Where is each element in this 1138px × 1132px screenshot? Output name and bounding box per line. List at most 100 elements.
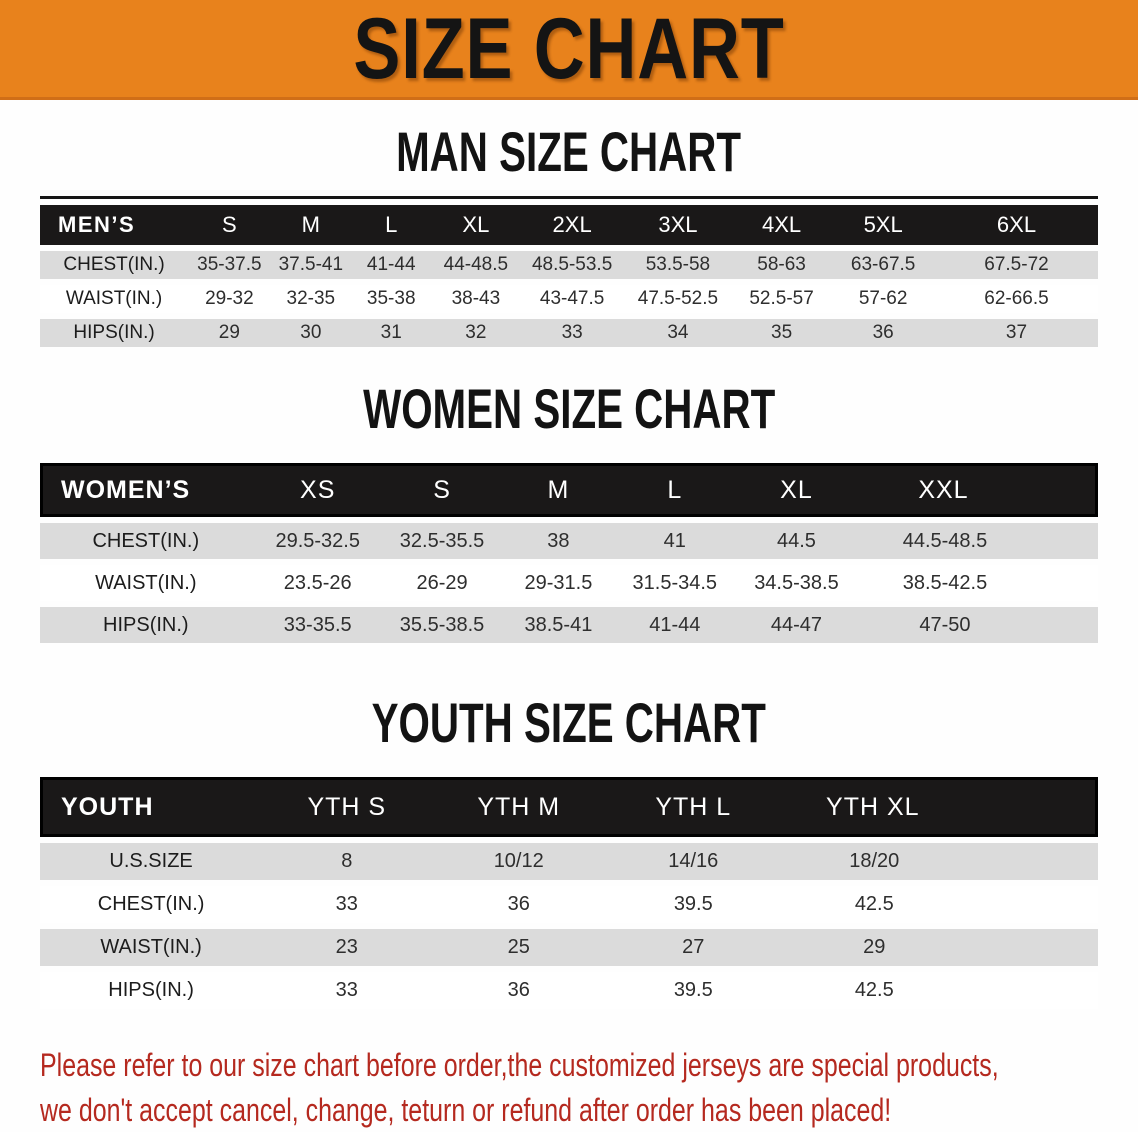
women-chest-row: CHEST(IN.) 29.5-32.5 32.5-35.5 38 41 44.… — [40, 523, 1098, 559]
table-cell: 32 — [431, 319, 521, 347]
table-cell: 35 — [731, 319, 832, 347]
table-cell: 58-63 — [731, 251, 832, 279]
table-cell: 39.5 — [606, 972, 781, 1009]
men-header-row: MEN’S S M L XL 2XL 3XL 4XL 5XL 6XL — [40, 205, 1098, 245]
table-cell: 57-62 — [831, 285, 935, 313]
men-waist-row: WAIST(IN.) 29-32 32-35 35-38 38-43 43-47… — [40, 285, 1098, 313]
table-cell: 41-44 — [616, 607, 733, 643]
table-cell: 23 — [262, 929, 432, 966]
table-cell: 47-50 — [859, 607, 1098, 643]
women-hips-row: HIPS(IN.) 33-35.5 35.5-38.5 38.5-41 41-4… — [40, 607, 1098, 643]
table-cell: 42.5 — [780, 886, 1098, 923]
women-corner-label: WOMEN’S — [40, 463, 252, 517]
table-cell: 52.5-57 — [731, 285, 832, 313]
men-size-header: M — [270, 205, 352, 245]
men-section-heading: MAN SIZE CHART — [0, 124, 1138, 180]
men-size-header: S — [188, 205, 271, 245]
youth-section-heading: YOUTH SIZE CHART — [0, 695, 1138, 751]
table-cell: 41 — [616, 523, 733, 559]
table-cell: 35-37.5 — [188, 251, 271, 279]
men-size-header: L — [351, 205, 432, 245]
table-cell: 36 — [431, 972, 606, 1009]
youth-heading-text: YOUTH SIZE CHART — [371, 691, 767, 754]
youth-corner-label: YOUTH — [40, 777, 263, 837]
footer-note-line2: we don't accept cancel, change, teturn o… — [40, 1092, 892, 1128]
table-cell: 34.5-38.5 — [732, 565, 860, 601]
table-cell: 33 — [520, 319, 624, 347]
women-heading-text: WOMEN SIZE CHART — [362, 377, 776, 440]
table-cell: 38-43 — [431, 285, 521, 313]
table-cell: 36 — [831, 319, 935, 347]
table-cell: 62-66.5 — [934, 285, 1098, 313]
row-label: HIPS(IN.) — [40, 319, 189, 347]
table-cell: 44-48.5 — [431, 251, 521, 279]
women-size-header: XS — [251, 463, 384, 517]
table-cell: 32.5-35.5 — [383, 523, 501, 559]
table-cell: 38.5-42.5 — [859, 565, 1098, 601]
footer-note-line1: Please refer to our size chart before or… — [40, 1047, 999, 1083]
women-size-header: M — [500, 463, 617, 517]
table-cell: 31 — [351, 319, 432, 347]
women-size-header: S — [383, 463, 501, 517]
table-cell: 43-47.5 — [520, 285, 624, 313]
row-label: CHEST(IN.) — [40, 523, 252, 559]
women-size-header: XXL — [859, 463, 1098, 517]
table-cell: 35.5-38.5 — [383, 607, 501, 643]
table-cell: 14/16 — [606, 843, 781, 880]
table-cell: 41-44 — [351, 251, 432, 279]
women-size-table: WOMEN’S XS S M L XL XXL CHEST(IN.) 29.5-… — [40, 457, 1098, 649]
women-size-header: L — [616, 463, 733, 517]
table-cell: 42.5 — [780, 972, 1098, 1009]
women-header-row: WOMEN’S XS S M L XL XXL — [40, 463, 1098, 517]
table-cell: 35-38 — [351, 285, 432, 313]
table-cell: 34 — [623, 319, 732, 347]
table-cell: 33 — [262, 972, 432, 1009]
women-waist-row: WAIST(IN.) 23.5-26 26-29 29-31.5 31.5-34… — [40, 565, 1098, 601]
men-chest-row: CHEST(IN.) 35-37.5 37.5-41 41-44 44-48.5… — [40, 251, 1098, 279]
men-heading-text: MAN SIZE CHART — [396, 120, 742, 183]
youth-chest-row: CHEST(IN.) 33 36 39.5 42.5 — [40, 886, 1098, 923]
table-cell: 44-47 — [732, 607, 860, 643]
men-size-header: 3XL — [623, 205, 732, 245]
youth-ussize-row: U.S.SIZE 8 10/12 14/16 18/20 — [40, 843, 1098, 880]
men-size-table: MEN’S S M L XL 2XL 3XL 4XL 5XL 6XL CHEST… — [40, 196, 1098, 353]
row-label: HIPS(IN.) — [40, 607, 252, 643]
row-label: CHEST(IN.) — [40, 886, 263, 923]
youth-waist-row: WAIST(IN.) 23 25 27 29 — [40, 929, 1098, 966]
women-size-header: XL — [732, 463, 860, 517]
row-label: WAIST(IN.) — [40, 929, 263, 966]
youth-size-header: YTH M — [431, 777, 606, 837]
table-cell: 25 — [431, 929, 606, 966]
table-cell: 29-32 — [188, 285, 271, 313]
table-cell: 53.5-58 — [623, 251, 732, 279]
table-cell: 63-67.5 — [831, 251, 935, 279]
men-size-header: 6XL — [934, 205, 1098, 245]
table-cell: 38 — [500, 523, 617, 559]
row-label: CHEST(IN.) — [40, 251, 189, 279]
table-cell: 36 — [431, 886, 606, 923]
men-size-header: 4XL — [731, 205, 832, 245]
youth-size-header: YTH L — [606, 777, 781, 837]
table-cell: 23.5-26 — [251, 565, 384, 601]
footer-note: Please refer to our size chart before or… — [40, 1043, 1138, 1132]
men-hips-row: HIPS(IN.) 29 30 31 32 33 34 35 36 37 — [40, 319, 1098, 347]
row-label: WAIST(IN.) — [40, 565, 252, 601]
table-cell: 29-31.5 — [500, 565, 617, 601]
women-section-heading: WOMEN SIZE CHART — [0, 381, 1138, 437]
table-cell: 26-29 — [383, 565, 501, 601]
table-cell: 47.5-52.5 — [623, 285, 732, 313]
table-cell: 29.5-32.5 — [251, 523, 384, 559]
table-cell: 18/20 — [780, 843, 1098, 880]
row-label: HIPS(IN.) — [40, 972, 263, 1009]
youth-size-table: YOUTH YTH S YTH M YTH L YTH XL U.S.SIZE … — [40, 771, 1098, 1015]
table-cell: 33 — [262, 886, 432, 923]
table-cell: 31.5-34.5 — [616, 565, 733, 601]
table-cell: 67.5-72 — [934, 251, 1098, 279]
table-cell: 29 — [188, 319, 271, 347]
table-cell: 33-35.5 — [251, 607, 384, 643]
row-label: U.S.SIZE — [40, 843, 263, 880]
banner: SIZE CHART — [0, 0, 1138, 100]
table-cell: 38.5-41 — [500, 607, 617, 643]
row-label: WAIST(IN.) — [40, 285, 189, 313]
